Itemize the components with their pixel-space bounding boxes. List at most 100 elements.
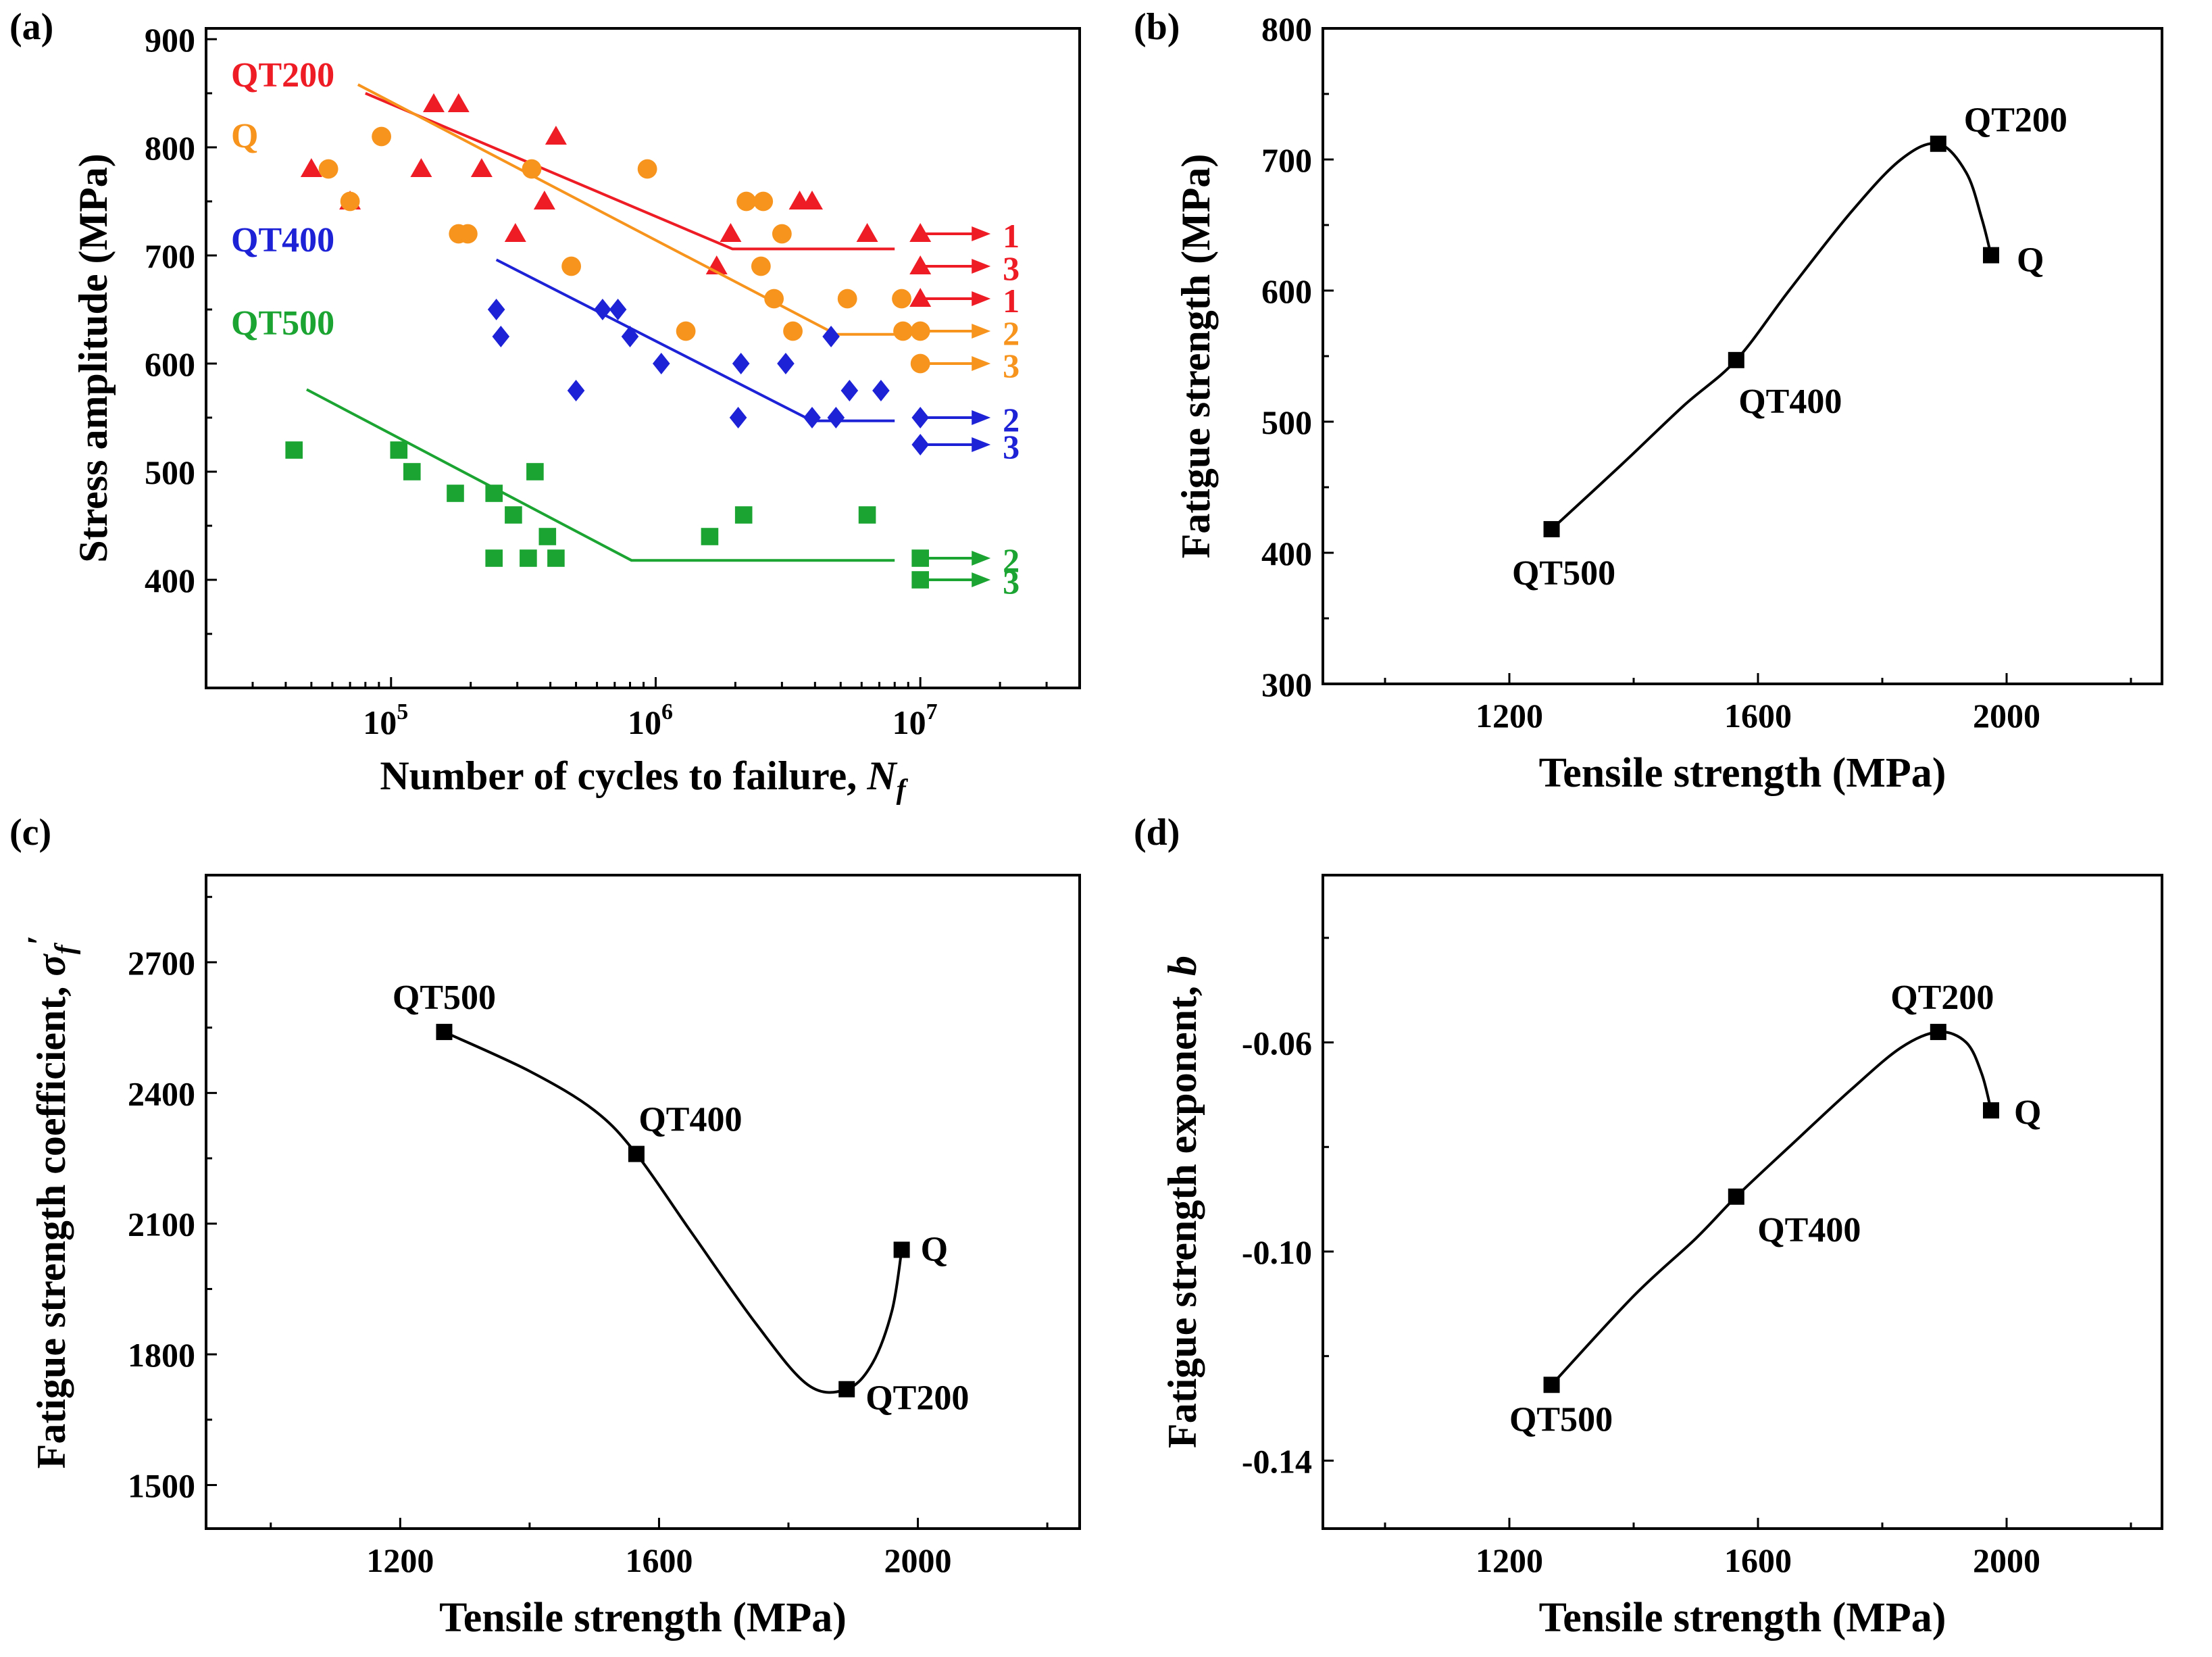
runout-label: 3 bbox=[1003, 428, 1020, 466]
y-tick-label: 400 bbox=[145, 562, 195, 599]
data-point bbox=[1543, 521, 1560, 538]
panel-c-coefficient-chart: 1200 1600 2000 1500 1800 2100 2400 2700 Tensile … bbox=[21, 874, 1081, 1641]
point-label: QT400 bbox=[638, 1101, 742, 1139]
data-point bbox=[487, 299, 505, 320]
plot-frame bbox=[205, 874, 1081, 1530]
point-label: QT200 bbox=[865, 1379, 969, 1418]
data-point bbox=[372, 126, 391, 147]
data-point bbox=[822, 326, 840, 347]
series-label: QT400 bbox=[231, 221, 334, 259]
data-point bbox=[777, 353, 795, 374]
panel-b-fatigue-strength-chart: 1200 1600 2000 300 400 500 600 700 800 Tensile st… bbox=[1174, 10, 2163, 796]
x-tick-label: 1600 bbox=[1724, 1541, 1792, 1579]
point-label: Q bbox=[921, 1230, 948, 1268]
data-point bbox=[701, 528, 719, 545]
runout-label: 2 bbox=[1003, 314, 1020, 352]
data-point bbox=[892, 289, 911, 309]
runout-arrowhead bbox=[972, 259, 991, 274]
runout-label: 1 bbox=[1003, 217, 1020, 255]
runout-arrowhead bbox=[972, 291, 991, 306]
runout-arrowhead bbox=[972, 226, 991, 241]
fit-line bbox=[305, 388, 895, 562]
data-point bbox=[676, 321, 696, 341]
data-point bbox=[753, 191, 774, 212]
x-axis-title: Number of cycles to failure, Nf bbox=[380, 753, 908, 806]
data-point bbox=[545, 126, 567, 145]
data-point bbox=[318, 159, 338, 179]
data-point bbox=[803, 407, 821, 428]
data-point bbox=[538, 528, 557, 545]
y-tick-label: 700 bbox=[1261, 141, 1312, 179]
plot-frame bbox=[205, 27, 1081, 689]
data-point bbox=[505, 506, 522, 524]
runout-label: 2 bbox=[1003, 541, 1020, 579]
data-point bbox=[893, 1241, 910, 1258]
data-point bbox=[801, 191, 823, 209]
data-point bbox=[840, 380, 859, 401]
x-tick-label: 2000 bbox=[1973, 697, 2040, 735]
y-tick-label: 800 bbox=[145, 129, 195, 167]
plot-frame bbox=[1322, 874, 2163, 1530]
runout-label: 3 bbox=[1003, 249, 1020, 287]
data-point bbox=[628, 1145, 645, 1162]
data-point bbox=[340, 191, 360, 212]
data-point bbox=[520, 549, 537, 567]
y-tick-label: 500 bbox=[1261, 403, 1312, 441]
x-axis-title: Tensile strength (MPa) bbox=[439, 1595, 847, 1641]
data-point bbox=[652, 353, 670, 374]
fit-line bbox=[365, 92, 895, 251]
y-tick-label: -0.10 bbox=[1242, 1233, 1312, 1271]
runout-label: 3 bbox=[1003, 563, 1020, 601]
runout-arrowhead bbox=[972, 324, 991, 339]
data-point bbox=[547, 549, 565, 567]
panel-label-a: (a) bbox=[9, 6, 53, 48]
data-point bbox=[410, 158, 432, 177]
x-tick-label: 2000 bbox=[884, 1541, 952, 1579]
data-point bbox=[561, 256, 582, 276]
y-tick-label: 900 bbox=[145, 21, 195, 59]
data-point bbox=[621, 326, 639, 347]
data-point bbox=[637, 159, 657, 179]
runout-arrowhead bbox=[972, 356, 991, 371]
x-tick-label: 1200 bbox=[366, 1541, 434, 1579]
panel-label-d: (d) bbox=[1134, 812, 1180, 854]
runout-label: 2 bbox=[1003, 401, 1020, 439]
data-point bbox=[492, 326, 510, 347]
x-tick-label: 1200 bbox=[1476, 697, 1543, 735]
data-point bbox=[720, 223, 742, 242]
data-point bbox=[485, 549, 503, 567]
runout-label: 3 bbox=[1003, 347, 1020, 385]
y-tick-label: 600 bbox=[1261, 272, 1312, 310]
data-point bbox=[872, 380, 890, 401]
data-point bbox=[403, 463, 421, 480]
y-tick-label: 500 bbox=[145, 453, 195, 491]
data-point bbox=[734, 506, 753, 524]
runout-label: 1 bbox=[1003, 282, 1020, 320]
runout-arrowhead bbox=[972, 437, 991, 452]
y-tick-label: 2700 bbox=[128, 944, 195, 982]
y-tick-label: -0.06 bbox=[1242, 1024, 1312, 1062]
data-point bbox=[1930, 135, 1946, 152]
data-point bbox=[729, 407, 747, 428]
data-point bbox=[300, 158, 322, 177]
data-point bbox=[470, 158, 493, 177]
data-point bbox=[858, 506, 876, 524]
y-tick-label: 1800 bbox=[128, 1336, 195, 1374]
y-tick-label: 1500 bbox=[128, 1467, 195, 1505]
y-axis-title: Fatigue strength exponent, b bbox=[1160, 956, 1205, 1448]
point-label: QT500 bbox=[1512, 554, 1615, 593]
trend-curve bbox=[1551, 1030, 1992, 1386]
data-point bbox=[457, 224, 478, 244]
data-point bbox=[285, 441, 303, 459]
data-point bbox=[856, 223, 878, 242]
data-point bbox=[609, 299, 627, 320]
series-qt200: 131 QT200 bbox=[231, 56, 1020, 320]
panel-d-exponent-chart: 1200 1600 2000 -0.14 -0.10 -0.06 Tensile stren… bbox=[1160, 874, 2163, 1641]
data-point bbox=[837, 289, 857, 309]
y-axis-title: Stress amplitude (MPa) bbox=[71, 153, 116, 563]
data-point bbox=[1983, 247, 1999, 264]
series-label: QT500 bbox=[231, 304, 334, 343]
data-point bbox=[1930, 1024, 1946, 1041]
